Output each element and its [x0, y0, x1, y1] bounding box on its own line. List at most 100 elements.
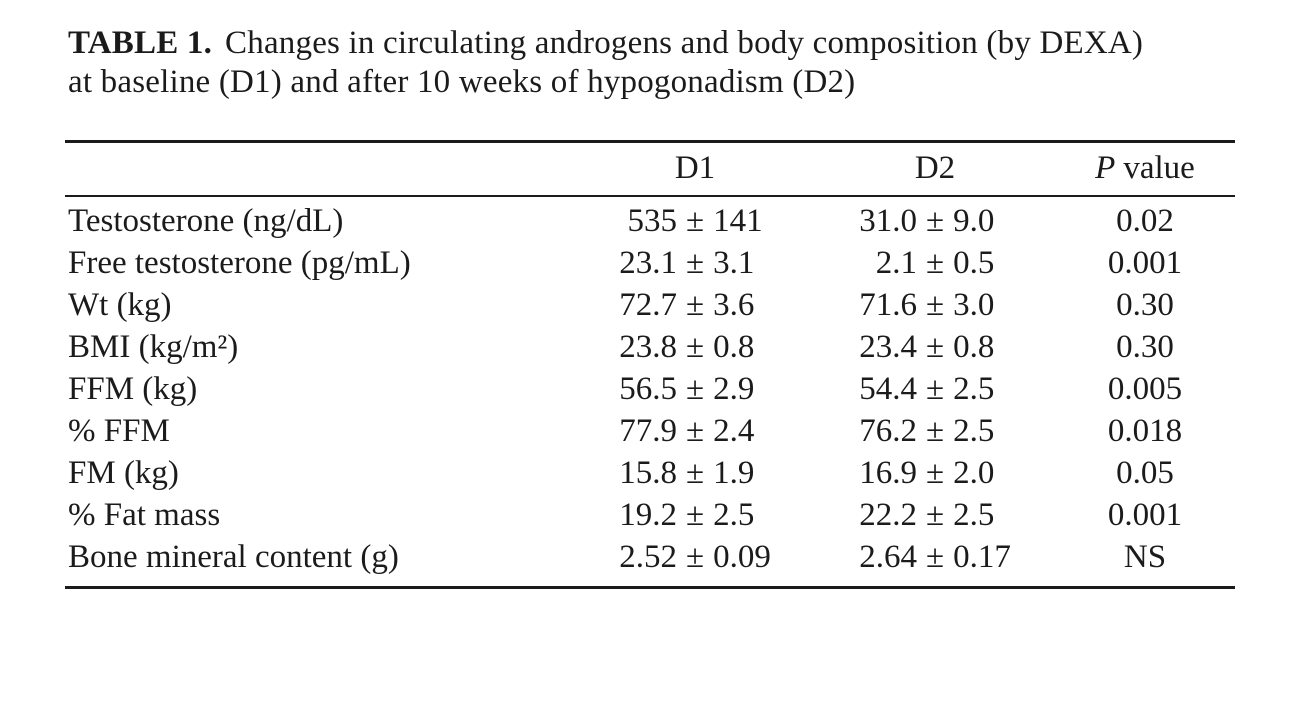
table-row: FFM (kg) 56.5 ±2.9 54.4 ±2.5 0.005	[65, 369, 1235, 411]
row-label: % Fat mass	[68, 497, 221, 534]
row-label: FM (kg)	[68, 455, 179, 492]
table-caption: TABLE 1. Changes in circulating androgens…	[68, 24, 1163, 102]
d2-mean: 2.1	[875, 245, 917, 282]
plus-minus-sign: ±	[685, 245, 705, 282]
table-row: % FFM 77.9 ±2.4 76.2 ±2.5 0.018	[65, 411, 1235, 453]
row-label: BMI (kg/m²)	[68, 329, 239, 366]
plus-minus-sign: ±	[925, 287, 945, 324]
d2-cell: 2.1 ±0.5	[815, 245, 1055, 282]
d1-mean: 56.5	[619, 371, 677, 408]
row-label: Bone mineral content (g)	[68, 539, 399, 576]
row-label: % FFM	[68, 413, 170, 450]
d1-sd: 0.8	[713, 329, 755, 366]
p-value-cell: 0.005	[1107, 371, 1183, 408]
d2-cell: 54.4 ±2.5	[815, 371, 1055, 408]
d1-cell: 23.8 ±0.8	[575, 329, 815, 366]
d1-mean: 535	[627, 203, 677, 240]
p-value-cell: NS	[1123, 539, 1167, 576]
plus-minus-sign: ±	[685, 329, 705, 366]
d2-mean: 54.4	[859, 371, 917, 408]
table-caption-text: Changes in circulating androgens and bod…	[68, 25, 1144, 100]
table-row: Free testosterone (pg/mL) 23.1 ±3.1 2.1 ±0…	[65, 243, 1235, 285]
d2-cell: 22.2 ±2.5	[815, 497, 1055, 534]
p-value-cell: 0.018	[1107, 413, 1183, 450]
d1-sd: 3.6	[713, 287, 755, 324]
header-d1: D1	[674, 150, 716, 187]
d2-sd: 2.0	[953, 455, 995, 492]
d2-sd: 0.5	[953, 245, 995, 282]
d1-mean: 2.52	[619, 539, 677, 576]
d1-mean: 19.2	[619, 497, 677, 534]
d2-cell: 76.2 ±2.5	[815, 413, 1055, 450]
d1-sd: 141	[713, 203, 763, 240]
row-label: FFM (kg)	[68, 371, 198, 408]
d2-cell: 71.6 ±3.0	[815, 287, 1055, 324]
d1-sd: 2.5	[713, 497, 755, 534]
d2-cell: 31.0 ±9.0	[815, 203, 1055, 240]
d1-mean: 77.9	[619, 413, 677, 450]
d2-mean: 2.64	[859, 539, 917, 576]
plus-minus-sign: ±	[685, 287, 705, 324]
table-caption-number: TABLE 1.	[68, 25, 213, 61]
p-value-cell: 0.05	[1116, 455, 1174, 492]
row-label: Free testosterone (pg/mL)	[68, 245, 411, 282]
plus-minus-sign: ±	[685, 497, 705, 534]
d1-cell: 19.2 ±2.5	[575, 497, 815, 534]
d1-cell: 23.1 ±3.1	[575, 245, 815, 282]
plus-minus-sign: ±	[925, 413, 945, 450]
header-p-italic: P	[1095, 150, 1116, 187]
table-row: BMI (kg/m²) 23.8 ±0.8 23.4 ±0.8 0.30	[65, 327, 1235, 369]
d1-sd: 3.1	[713, 245, 755, 282]
header-d2: D2	[914, 150, 956, 187]
d2-sd: 9.0	[953, 203, 995, 240]
d2-mean: 23.4	[859, 329, 917, 366]
p-value-cell: 0.001	[1107, 245, 1183, 282]
d2-cell: 16.9 ±2.0	[815, 455, 1055, 492]
d2-sd: 2.5	[953, 371, 995, 408]
d2-sd: 2.5	[953, 497, 995, 534]
header-p-rest: value	[1123, 150, 1195, 187]
d1-cell: 77.9 ±2.4	[575, 413, 815, 450]
plus-minus-sign: ±	[925, 245, 945, 282]
d1-mean: 23.1	[619, 245, 677, 282]
d1-cell: 535 ±141	[575, 203, 815, 240]
d2-sd: 0.8	[953, 329, 995, 366]
d1-sd: 0.09	[713, 539, 771, 576]
d2-mean: 22.2	[859, 497, 917, 534]
d1-mean: 72.7	[619, 287, 677, 324]
plus-minus-sign: ±	[925, 371, 945, 408]
d1-sd: 2.4	[713, 413, 755, 450]
p-value-cell: 0.001	[1107, 497, 1183, 534]
plus-minus-sign: ±	[685, 413, 705, 450]
table-row: Wt (kg) 72.7 ±3.6 71.6 ±3.0 0.30	[65, 285, 1235, 327]
plus-minus-sign: ±	[925, 329, 945, 366]
p-value-cell: 0.02	[1116, 203, 1174, 240]
d1-sd: 1.9	[713, 455, 755, 492]
plus-minus-sign: ±	[925, 203, 945, 240]
plus-minus-sign: ±	[925, 539, 945, 576]
d1-mean: 23.8	[619, 329, 677, 366]
d2-cell: 2.64 ±0.17	[815, 539, 1055, 576]
d2-sd: 2.5	[953, 413, 995, 450]
p-value-cell: 0.30	[1116, 329, 1174, 366]
table-body: Testosterone (ng/dL) 535 ±141 31.0 ±9.0 0.…	[65, 197, 1235, 586]
d2-mean: 16.9	[859, 455, 917, 492]
table-row: FM (kg) 15.8 ±1.9 16.9 ±2.0 0.05	[65, 453, 1235, 495]
d1-cell: 56.5 ±2.9	[575, 371, 815, 408]
d2-mean: 31.0	[859, 203, 917, 240]
plus-minus-sign: ±	[685, 371, 705, 408]
d2-mean: 76.2	[859, 413, 917, 450]
p-value-cell: 0.30	[1116, 287, 1174, 324]
d1-mean: 15.8	[619, 455, 677, 492]
d1-cell: 2.52 ±0.09	[575, 539, 815, 576]
d2-cell: 23.4 ±0.8	[815, 329, 1055, 366]
plus-minus-sign: ±	[925, 497, 945, 534]
d1-sd: 2.9	[713, 371, 755, 408]
table-row: Testosterone (ng/dL) 535 ±141 31.0 ±9.0 0.…	[65, 201, 1235, 243]
plus-minus-sign: ±	[685, 539, 705, 576]
d1-cell: 15.8 ±1.9	[575, 455, 815, 492]
d2-sd: 3.0	[953, 287, 995, 324]
table-row: % Fat mass 19.2 ±2.5 22.2 ±2.5 0.001	[65, 495, 1235, 537]
